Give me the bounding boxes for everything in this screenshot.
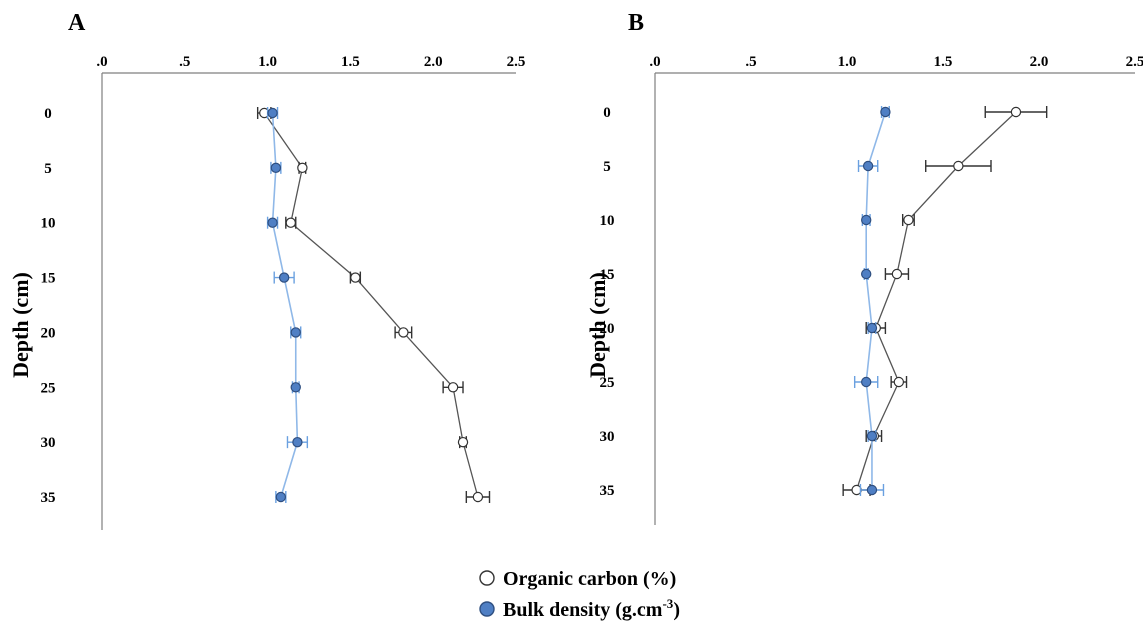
legend-oc-label: Organic carbon (%) [503,568,676,590]
panel-a-y-axis-title: Depth (cm) [8,272,33,378]
panel-a-x-tick-label: .0 [96,54,107,70]
panel-a-bulk-density-point [267,107,278,119]
panel-b-y-tick-label: 35 [600,483,615,499]
panel-b-letter: B [628,10,644,36]
panel-a-x-tick-label: .5 [179,54,190,70]
panel-a-y-tick-label: 15 [41,271,56,287]
panel-b-y-tick-label: 25 [600,375,615,391]
panel-b-chart: B .0 .5 1.0 1.5 2.0 2.5 0 5 10 15 20 25 30 35 Depth (c… [585,10,1143,525]
panel-a-chart: A .0 .5 1.0 1.5 2.0 2.5 0 5 10 15 20 25 30 35 Depth (c… [8,10,525,530]
legend-bd-label-main: Bulk density (g.cm [503,599,663,621]
panel-b-bulk-density-point [861,376,872,388]
panel-a-y-tick-label: 5 [44,161,52,177]
panel-b-y-tick-label: 5 [603,159,611,175]
chart-legend: Organic carbon (%) Bulk density (g.cm-3) [479,568,680,621]
panel-a-x-tick-label: 1.5 [341,54,360,70]
panel-b-bulk-density-point [866,430,878,442]
panel-b-bulk-density-point [862,160,874,172]
legend-bd-marker [479,601,495,617]
panel-b-bulk-density-point [861,268,872,280]
panel-a-bulk-density-line [271,112,299,498]
panel-b-x-tick-label: 1.5 [934,54,953,70]
panel-a-organic-carbon-point [472,491,484,503]
panel-b-bulk-density-line [865,111,887,490]
panel-a-bulk-density-point [290,327,301,338]
panel-b-x-tick-label: .0 [649,54,660,70]
panel-a-organic-carbon-point [398,327,409,338]
panel-a-organic-carbon-point [350,272,361,283]
panel-b-organic-carbon-point [893,376,905,388]
panel-a-y-tick-label: 25 [41,380,56,396]
panel-b-organic-carbon-point [953,160,964,172]
panel-b-bulk-density-point [861,214,872,226]
panel-b-x-tick-label: .5 [745,54,756,70]
panel-a-letter: A [68,10,86,36]
panel-a-organic-carbon-line [263,112,479,498]
legend-bd-label: Bulk density (g.cm-3) [503,596,680,621]
panel-a-y-tick-label: 30 [41,435,56,451]
legend-oc-marker [479,570,495,586]
panel-a-y-tick-label: 20 [41,325,56,341]
panel-a-y-tick-label: 0 [44,106,52,122]
panel-b-y-tick-label: 30 [600,429,615,445]
panel-b-y-tick-label: 15 [600,267,615,283]
panel-a-organic-carbon-point [297,162,308,174]
panel-a-bulk-density-point [290,382,301,393]
panel-b-bulk-density-point [866,322,878,334]
panel-b-organic-carbon-line [855,111,1017,491]
panel-a-y-tick-label: 35 [41,490,56,506]
panel-a-bulk-density-point [270,162,282,174]
panel-a-organic-carbon-point [447,382,459,393]
panel-b-bulk-density-point [866,484,878,496]
panel-a-bulk-density-point [292,436,303,448]
legend-bd-label-sup: -3 [662,596,673,611]
panel-a-bulk-density-point [275,491,287,503]
panel-b-y-tick-label: 20 [600,321,615,337]
panel-b-organic-carbon-point [891,268,903,280]
panel-a-y-tick-label: 10 [41,216,56,232]
panel-a-bulk-density-point [267,217,278,228]
panel-b-y-axis-title: Depth (cm) [585,272,610,378]
panel-b-bulk-density-point [880,106,891,118]
panel-a-x-tick-label: 2.5 [507,54,526,70]
panel-a-x-tick-label: 2.0 [424,54,443,70]
panel-b-x-tick-label: 2.0 [1030,54,1049,70]
panel-b-x-tick-label: 1.0 [838,54,857,70]
panel-a-organic-carbon-point [457,436,469,448]
panel-b-y-tick-label: 10 [600,213,615,229]
legend-bd-label-end: ) [673,599,680,621]
panel-a-x-tick-label: 1.0 [258,54,277,70]
panel-b-organic-carbon-point [1010,106,1022,118]
panel-a-organic-carbon-point [285,217,296,228]
panel-a-bulk-density-point [278,272,290,283]
panel-b-organic-carbon-point [903,214,914,226]
panel-b-y-tick-label: 0 [603,105,611,121]
panel-b-x-tick-label: 2.5 [1126,54,1143,70]
